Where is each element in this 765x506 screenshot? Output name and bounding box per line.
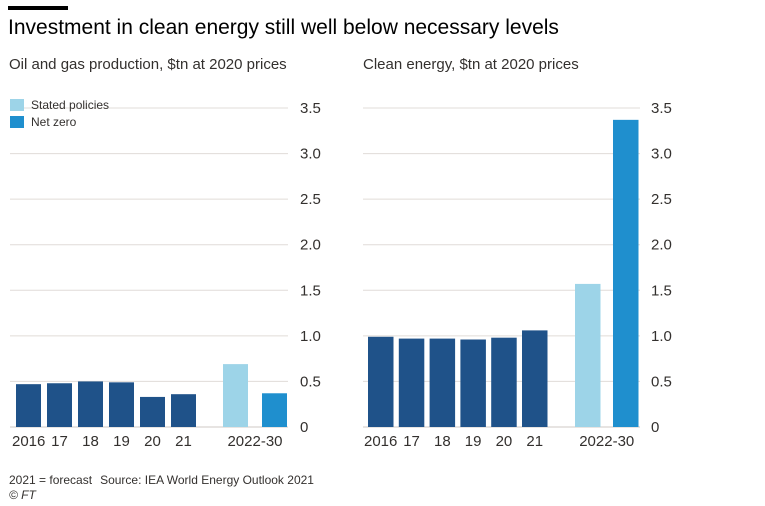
panel-1-xtick-18: 18 [434,433,451,450]
panel-0-bar-2022-30-stated-policies [223,364,248,427]
panel-1-bar-2016-actual [368,336,394,427]
legend-swatch-net-zero [10,116,24,128]
panel-0-bar-2022-30-net-zero [262,393,287,427]
panel-1-xtick-20: 20 [496,433,513,450]
panel-1-ytick-2.5: 2.5 [651,191,672,208]
panel-1-ytick-2.0: 2.0 [651,237,672,254]
panel-0-bar-2016-actual [16,384,41,427]
panel-0-ytick-3.0: 3.0 [300,146,321,163]
legend-label-net-zero: Net zero [31,115,77,129]
ft-top-bar [8,6,68,10]
panel-0-ytick-2.0: 2.0 [300,237,321,254]
panel-1-bar-2022-30-stated-policies [575,283,601,427]
legend-swatch-stated-policies [10,99,24,111]
panel-1-ytick-0: 0 [651,419,659,436]
panel-1-xtick-19: 19 [465,433,482,450]
panel-1-bar-18-actual [429,338,456,427]
panel-0-ytick-2.5: 2.5 [300,191,321,208]
panel-1-xtick-21: 21 [526,433,543,450]
panel-1-xtick-2022-30: 2022-30 [579,433,634,450]
panel-0-bar-17-actual [47,383,72,427]
panel-0-xtick-21: 21 [175,433,192,450]
source-note: Source: IEA World Energy Outlook 2021 [100,473,314,487]
panel-1-xtick-2016: 2016 [364,433,397,450]
panel-0-ytick-0.5: 0.5 [300,373,321,390]
panel-0-ytick-0: 0 [300,419,308,436]
panel-0-xtick-19: 19 [113,433,130,450]
panel-1-ytick-1.5: 1.5 [651,282,672,299]
panel-1-bar-21-actual [522,330,548,427]
panel-1-bar-20-actual [491,337,517,427]
panel-0-xtick-20: 20 [144,433,161,450]
panel-0-ytick-3.5: 3.5 [300,100,321,117]
right-panel-title: Clean energy, $tn at 2020 prices [363,56,579,73]
panel-0-bar-20-actual [140,396,165,427]
panel-1-ytick-3.5: 3.5 [651,100,672,117]
panel-0-bar-19-actual [109,382,134,427]
panel-0-bar-18-actual [78,381,103,427]
panel-1-bar-17-actual [398,338,425,427]
left-panel-title: Oil and gas production, $tn at 2020 pric… [9,56,287,73]
panel-1-bar-19-actual [460,339,486,427]
panel-0-xtick-17: 17 [51,433,68,450]
panel-0-ytick-1.0: 1.0 [300,328,321,345]
panel-1-ytick-0.5: 0.5 [651,373,672,390]
panel-1-xtick-17: 17 [403,433,420,450]
panel-0-ytick-1.5: 1.5 [300,282,321,299]
panel-1-ytick-3.0: 3.0 [651,146,672,163]
panel-0-xtick-18: 18 [82,433,99,450]
panel-1-bar-2022-30-net-zero [613,119,639,427]
chart-title: Investment in clean energy still well be… [8,16,559,39]
panel-0-xtick-2016: 2016 [12,433,45,450]
copyright: © FT [9,488,36,502]
panel-0-xtick-2022-30: 2022-30 [227,433,282,450]
forecast-note: 2021 = forecast [9,473,93,487]
panel-1-ytick-1.0: 1.0 [651,328,672,345]
footer-note: 2021 = forecast Source: IEA World Energy … [9,473,314,487]
panel-0-bar-21-actual [171,394,196,427]
legend-label-stated-policies: Stated policies [31,98,109,112]
